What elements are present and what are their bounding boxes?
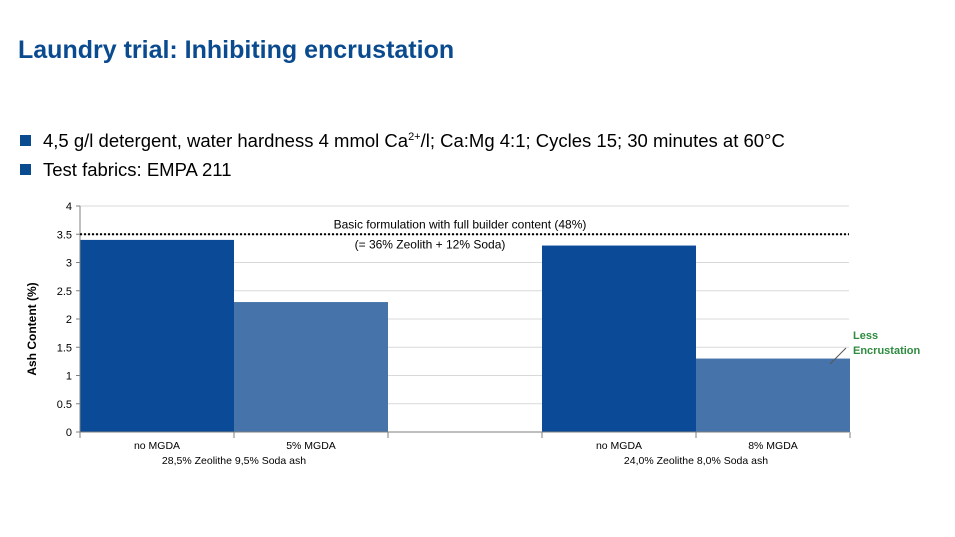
y-tick-label: 0 bbox=[66, 427, 72, 439]
reference-line-label: Basic formulation with full builder cont… bbox=[334, 217, 587, 231]
y-tick-label: 2.5 bbox=[57, 286, 72, 298]
bullet-text: Test fabrics: EMPA 211 bbox=[43, 158, 232, 180]
y-tick-label: 3.5 bbox=[57, 229, 72, 241]
bar bbox=[696, 358, 850, 432]
category-label: no MGDA bbox=[134, 440, 180, 452]
bullet-item: 4,5 g/l detergent, water hardness 4 mmol… bbox=[20, 126, 785, 155]
y-tick-label: 2 bbox=[66, 314, 72, 326]
bullet-square-icon bbox=[20, 135, 31, 146]
y-tick-label: 1 bbox=[66, 371, 72, 383]
bar bbox=[542, 245, 696, 432]
bullet-text: 4,5 g/l detergent, water hardness 4 mmol… bbox=[43, 129, 785, 151]
group-label: 24,0% Zeolithe 8,0% Soda ash bbox=[624, 455, 768, 467]
bar bbox=[80, 239, 234, 432]
category-label: 8% MGDA bbox=[748, 440, 798, 452]
bullet-list: 4,5 g/l detergent, water hardness 4 mmol… bbox=[20, 126, 785, 184]
y-tick-label: 0.5 bbox=[57, 399, 72, 411]
bullet-square-icon bbox=[20, 164, 31, 175]
annotation-label: Encrustation bbox=[853, 345, 921, 357]
y-tick-label: 3 bbox=[66, 258, 72, 270]
category-label: no MGDA bbox=[596, 440, 642, 452]
category-label: 5% MGDA bbox=[286, 440, 336, 452]
annotation-label: Less bbox=[853, 330, 878, 342]
bullet-item: Test fabrics: EMPA 211 bbox=[20, 155, 785, 184]
reference-line-label: (= 36% Zeolith + 12% Soda) bbox=[355, 237, 506, 251]
group-label: 28,5% Zeolithe 9,5% Soda ash bbox=[162, 455, 306, 467]
y-axis-title: Ash Content (%) bbox=[25, 282, 39, 375]
y-tick-label: 4 bbox=[66, 201, 72, 213]
y-tick-label: 1.5 bbox=[57, 342, 72, 354]
slide-title: Laundry trial: Inhibiting encrustation bbox=[18, 36, 455, 64]
annotation-leader-line bbox=[829, 347, 847, 365]
bar bbox=[234, 302, 388, 432]
